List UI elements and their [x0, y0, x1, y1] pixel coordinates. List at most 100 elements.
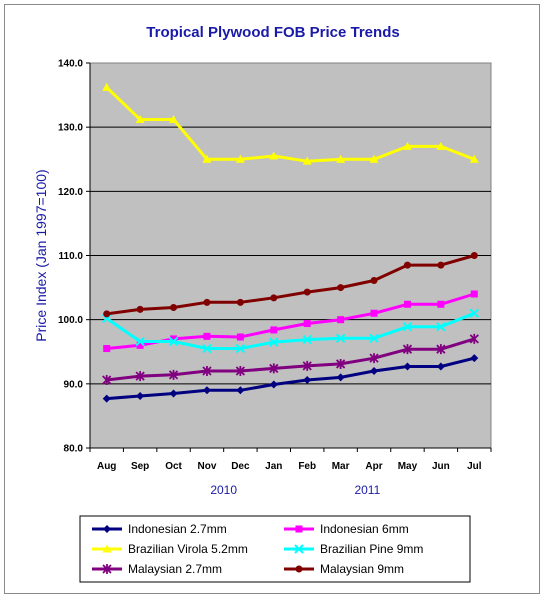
series-line [106, 356, 475, 401]
data-point [403, 300, 411, 308]
series-malaysian-2-7mm [102, 333, 479, 385]
x-tick-label: Nov [198, 461, 217, 472]
year-label: 2010 [210, 483, 237, 497]
data-point [168, 336, 179, 347]
series-malaysian-9mm [103, 252, 478, 318]
legend-item: Malaysian 9mm [284, 562, 404, 576]
data-point [402, 322, 413, 332]
y-tick-label: 140.0 [58, 59, 83, 70]
data-point [236, 333, 244, 341]
data-point [335, 358, 346, 369]
series-line [105, 86, 475, 163]
data-point [437, 300, 445, 308]
data-point [102, 82, 112, 91]
legend-item: Brazilian Pine 9mm [284, 542, 423, 556]
data-point [102, 374, 112, 385]
data-point [302, 360, 312, 371]
x-tick-label: Apr [365, 461, 382, 472]
data-point [135, 371, 145, 382]
x-tick-label: Feb [298, 461, 316, 472]
series-indonesian-6mm [103, 290, 478, 353]
data-point [170, 335, 178, 343]
data-point [269, 363, 279, 374]
x-tick-label: Mar [332, 461, 350, 472]
data-point [236, 298, 244, 306]
x-tick-label: Jan [265, 461, 282, 472]
legend-label: Brazilian Pine 9mm [320, 542, 423, 556]
legend-marker [103, 525, 111, 533]
data-point [303, 375, 312, 384]
data-point [302, 156, 312, 165]
data-point [403, 261, 411, 269]
series-line [106, 292, 475, 350]
data-point [136, 341, 144, 349]
data-point [235, 154, 245, 163]
data-point [370, 367, 379, 375]
data-point [269, 151, 279, 160]
data-point [436, 362, 445, 371]
data-point [135, 114, 145, 123]
data-point [136, 392, 145, 401]
data-point [335, 333, 346, 343]
data-point [302, 334, 312, 345]
data-point [203, 332, 211, 340]
data-point [436, 322, 446, 332]
data-point [202, 343, 212, 354]
data-point [170, 303, 178, 311]
data-point [337, 316, 345, 324]
data-point [102, 394, 111, 403]
data-point [135, 336, 145, 347]
legend-label: Malaysian 2.7mm [128, 562, 222, 576]
data-point [103, 345, 111, 353]
legend-label: Indonesian 2.7mm [128, 522, 227, 536]
x-tick-label: Oct [165, 461, 182, 472]
series-indonesian-2-7mm [102, 354, 479, 403]
data-point [437, 261, 445, 269]
data-point [169, 389, 178, 398]
data-point [402, 141, 412, 150]
data-point [336, 373, 345, 382]
legend-label: Indonesian 6mm [320, 522, 409, 536]
data-point [269, 380, 278, 389]
series-line [105, 311, 475, 350]
data-point [235, 343, 246, 354]
series-brazilian-pine-9mm [102, 308, 479, 354]
data-point [270, 326, 278, 334]
legend-marker [102, 564, 112, 574]
x-tick-label: Dec [231, 461, 250, 472]
y-tick-label: 100.0 [58, 315, 83, 326]
legend-item: Indonesian 2.7mm [92, 522, 227, 536]
legend-marker [295, 525, 303, 533]
y-tick-label: 120.0 [58, 187, 83, 198]
year-label: 2011 [354, 483, 380, 497]
data-point [269, 337, 279, 347]
data-point [270, 294, 278, 302]
legend-marker [295, 565, 303, 573]
y-axis-label: Price Index (Jan 1997=100) [33, 169, 49, 341]
legend-marker [294, 544, 304, 554]
data-point [136, 305, 144, 313]
y-tick-label: 80.0 [64, 444, 84, 455]
legend-item: Malaysian 2.7mm [92, 562, 222, 576]
data-point [336, 154, 346, 163]
data-point [168, 369, 179, 380]
data-point [436, 141, 446, 150]
legend-label: Brazilian Virola 5.2mm [128, 542, 248, 556]
legend-marker [102, 544, 112, 553]
data-point [236, 386, 245, 395]
x-tick-label: May [398, 461, 418, 472]
data-point [469, 154, 479, 163]
data-point [469, 333, 479, 344]
data-point [337, 284, 345, 292]
data-point [369, 333, 379, 343]
data-point [470, 290, 478, 298]
data-point [370, 309, 378, 317]
data-point [203, 298, 211, 306]
gridlines [90, 126, 491, 385]
data-point [470, 252, 478, 259]
data-point [436, 344, 446, 355]
x-tick-label: Sep [131, 461, 149, 472]
data-point [469, 308, 479, 318]
data-point [169, 114, 179, 123]
